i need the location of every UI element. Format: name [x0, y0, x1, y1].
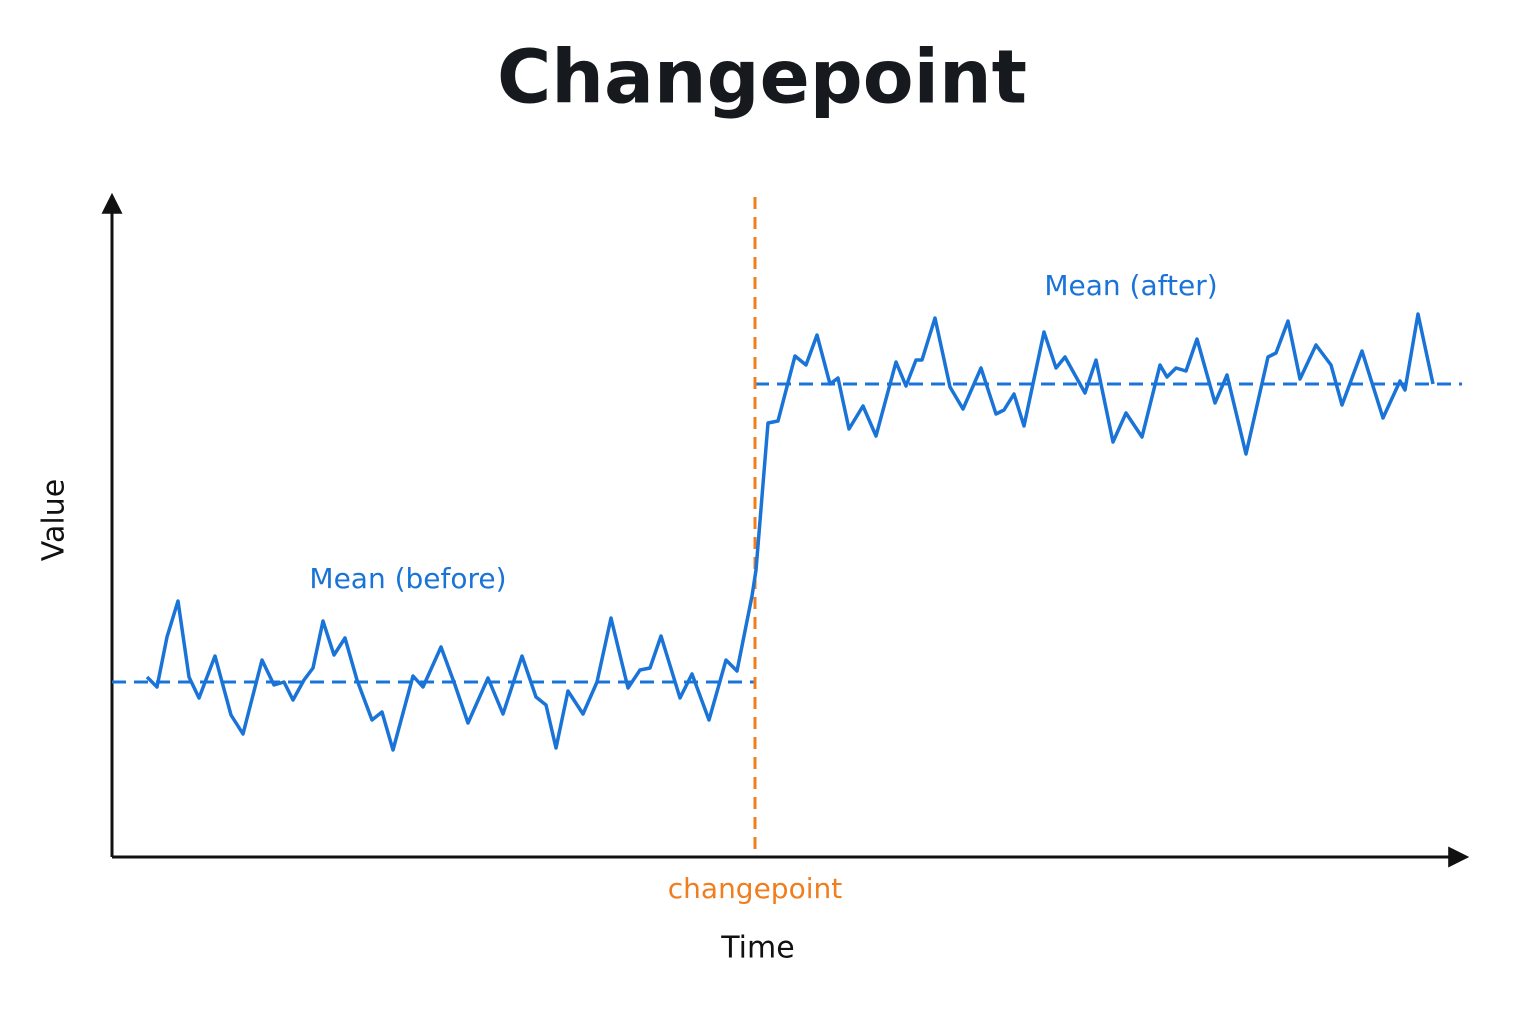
chart-title: Changepoint: [497, 35, 1027, 121]
mean-label: Mean (before): [309, 562, 506, 595]
changepoint-label: changepoint: [668, 872, 842, 905]
y-axis-label: Value: [37, 479, 72, 561]
mean-label: Mean (after): [1044, 269, 1217, 302]
x-axis-label: Time: [720, 931, 794, 966]
series-line: [145, 312, 1435, 752]
